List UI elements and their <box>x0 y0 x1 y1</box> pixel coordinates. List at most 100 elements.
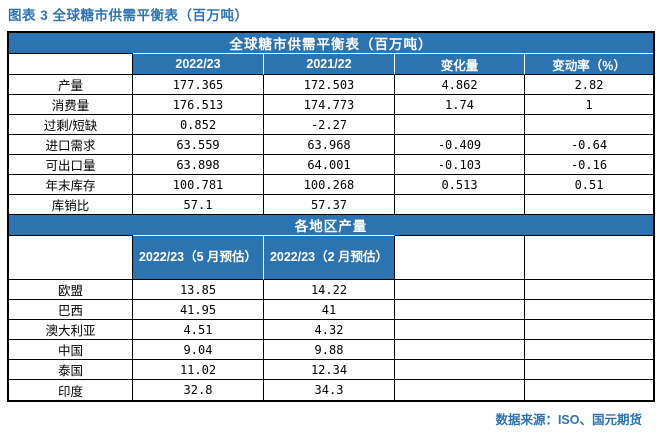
value-cell: 63.968 <box>264 135 395 155</box>
value-cell: 14.22 <box>264 280 395 300</box>
row-label: 印度 <box>9 380 133 400</box>
row-label: 消费量 <box>9 95 133 115</box>
table2-header-empty-cell <box>9 235 133 280</box>
table1-body: 产量 177.365 172.503 4.862 2.82 消费量 176.513 174.7… <box>9 75 654 215</box>
value-cell: 174.773 <box>264 95 395 115</box>
value-cell <box>395 340 525 360</box>
value-cell <box>525 280 654 300</box>
value-cell: 1 <box>525 95 654 115</box>
table2-banner-row: 各地区产量 <box>9 215 654 235</box>
value-cell: -0.103 <box>395 155 525 175</box>
table1-col-header-change: 变化量 <box>395 53 525 75</box>
value-cell <box>525 115 654 135</box>
row-label: 进口需求 <box>9 135 133 155</box>
value-cell: 41.95 <box>133 300 264 320</box>
value-cell <box>525 380 653 400</box>
sugar-balance-table: 全球糖市供需平衡表（百万吨） 2022/23 2021/22 变化量 变动率（%… <box>7 31 656 402</box>
value-cell <box>525 360 654 380</box>
row-label: 库销比 <box>9 195 133 215</box>
table2-banner-section: 各地区产量 2022/23（5 月预估） 2022/23（2 月预估） <box>9 215 654 280</box>
table-row: 过剩/短缺 0.852 -2.27 <box>9 115 654 135</box>
value-cell: 32.8 <box>133 380 264 400</box>
value-cell: 1.74 <box>395 95 525 115</box>
row-label: 澳大利亚 <box>9 320 133 340</box>
value-cell: -0.64 <box>525 135 654 155</box>
value-cell: 64.001 <box>264 155 395 175</box>
value-cell: 176.513 <box>133 95 264 115</box>
table2-body: 欧盟 13.85 14.22 巴西 41.95 41 澳大利亚 4.51 4.32 中国 9.04 9… <box>9 280 654 400</box>
row-label: 产量 <box>9 75 133 95</box>
value-cell: 41 <box>264 300 395 320</box>
value-cell: 172.503 <box>264 75 395 95</box>
value-cell: 0.51 <box>525 175 654 195</box>
table1-banner-row: 全球糖市供需平衡表（百万吨） <box>9 33 654 53</box>
table-row: 产量 177.365 172.503 4.862 2.82 <box>9 75 654 95</box>
table1-col-header-2021-22: 2021/22 <box>264 53 395 75</box>
value-cell <box>395 280 525 300</box>
value-cell: 11.02 <box>133 360 264 380</box>
value-cell <box>395 360 525 380</box>
row-label: 中国 <box>9 340 133 360</box>
table-row: 中国 9.04 9.88 <box>9 340 654 360</box>
value-cell <box>395 320 525 340</box>
value-cell: 2.82 <box>525 75 654 95</box>
table1-header-empty-cell <box>9 53 133 75</box>
value-cell: 13.85 <box>133 280 264 300</box>
value-cell: 34.3 <box>264 380 395 400</box>
value-cell: 4.862 <box>395 75 525 95</box>
value-cell: 100.781 <box>133 175 264 195</box>
value-cell: 57.1 <box>133 195 264 215</box>
value-cell <box>525 340 654 360</box>
table2-banner: 各地区产量 <box>9 215 654 235</box>
table1-col-header-2022-23: 2022/23 <box>133 53 264 75</box>
value-cell <box>395 300 525 320</box>
table-row: 年末库存 100.781 100.268 0.513 0.51 <box>9 175 654 195</box>
value-cell: 4.51 <box>133 320 264 340</box>
table-row: 泰国 11.02 12.34 <box>9 360 654 380</box>
value-cell: 12.34 <box>264 360 395 380</box>
table-row: 进口需求 63.559 63.968 -0.409 -0.64 <box>9 135 654 155</box>
value-cell: 9.04 <box>133 340 264 360</box>
row-label: 年末库存 <box>9 175 133 195</box>
value-cell <box>525 300 654 320</box>
value-cell: 63.898 <box>133 155 264 175</box>
table2-header-row: 2022/23（5 月预估） 2022/23（2 月预估） <box>9 235 654 280</box>
table2-header-blank-cell-1 <box>395 235 525 280</box>
table2-header-blank-cell-2 <box>525 235 654 280</box>
value-cell: 0.513 <box>395 175 525 195</box>
table2-col-header-may-estimate: 2022/23（5 月预估） <box>133 235 264 280</box>
value-cell: -0.16 <box>525 155 654 175</box>
data-source: 数据来源：ISO、国元期货 <box>495 413 642 427</box>
table-row: 消费量 176.513 174.773 1.74 1 <box>9 95 654 115</box>
value-cell <box>525 195 654 215</box>
row-label: 欧盟 <box>9 280 133 300</box>
table1-banner-section: 全球糖市供需平衡表（百万吨） 2022/23 2021/22 变化量 变动率（%… <box>9 33 654 75</box>
value-cell: 4.32 <box>264 320 395 340</box>
table2-col-header-feb-estimate: 2022/23（2 月预估） <box>264 235 395 280</box>
table1-header-row: 2022/23 2021/22 变化量 变动率（%） <box>9 53 654 75</box>
value-cell: -2.27 <box>264 115 395 135</box>
table-row: 欧盟 13.85 14.22 <box>9 280 654 300</box>
table-row: 库销比 57.1 57.37 <box>9 195 654 215</box>
row-label: 可出口量 <box>9 155 133 175</box>
value-cell <box>395 195 525 215</box>
table1-banner: 全球糖市供需平衡表（百万吨） <box>9 33 654 53</box>
value-cell: 63.559 <box>133 135 264 155</box>
table-row: 印度 32.8 34.3 <box>9 380 653 400</box>
row-label: 巴西 <box>9 300 133 320</box>
value-cell: 0.852 <box>133 115 264 135</box>
value-cell: 57.37 <box>264 195 395 215</box>
table-row: 可出口量 63.898 64.001 -0.103 -0.16 <box>9 155 654 175</box>
table-row: 澳大利亚 4.51 4.32 <box>9 320 654 340</box>
value-cell: 100.268 <box>264 175 395 195</box>
row-label: 泰国 <box>9 360 133 380</box>
value-cell <box>525 320 654 340</box>
value-cell <box>395 115 525 135</box>
value-cell: -0.409 <box>395 135 525 155</box>
table1-col-header-change-rate: 变动率（%） <box>525 53 654 75</box>
row-label: 过剩/短缺 <box>9 115 133 135</box>
value-cell <box>395 380 525 400</box>
figure-title: 图表 3 全球糖市供需平衡表（百万吨） <box>8 8 249 23</box>
value-cell: 177.365 <box>133 75 264 95</box>
